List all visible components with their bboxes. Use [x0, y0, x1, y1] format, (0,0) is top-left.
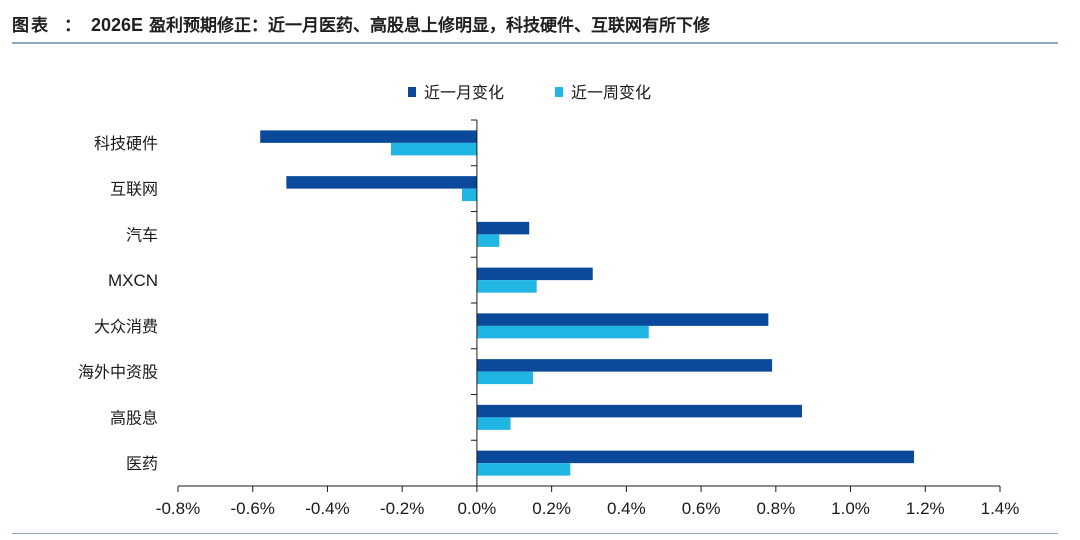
- caption-prefix: 图表: [12, 16, 50, 36]
- bar-week-4: [476, 325, 649, 339]
- bar-week-5: [476, 371, 533, 385]
- chart-bars: [260, 130, 915, 476]
- category-label-6: 高股息: [110, 408, 158, 427]
- legend-label-month: 近一月变化: [424, 83, 504, 102]
- bar-week-2: [476, 234, 500, 247]
- x-tick-label-11: 1.4%: [981, 499, 1020, 518]
- x-tick-label-5: 0.2%: [532, 499, 571, 518]
- bar-month-5: [476, 359, 773, 372]
- bar-week-3: [476, 280, 537, 293]
- bar-month-7: [476, 450, 915, 464]
- bar-week-7: [476, 463, 571, 476]
- x-tick-label-3: -0.2%: [380, 499, 424, 518]
- bar-week-6: [476, 417, 511, 430]
- bar-month-3: [476, 267, 593, 281]
- category-label-7: 医药: [126, 454, 158, 473]
- legend-swatch-week: [555, 87, 563, 97]
- bar-month-0: [260, 130, 477, 143]
- category-label-4: 大众消费: [94, 317, 158, 336]
- x-tick-label-7: 0.6%: [682, 499, 721, 518]
- legend-swatch-month: [408, 87, 416, 97]
- bar-month-6: [476, 404, 802, 418]
- x-tick-label-10: 1.2%: [906, 499, 945, 518]
- category-label-1: 互联网: [110, 180, 158, 199]
- chart-legend: 近一月变化 近一周变化: [408, 83, 651, 102]
- x-tick-label-6: 0.4%: [607, 499, 646, 518]
- x-tick-label-2: -0.4%: [305, 499, 349, 518]
- chart-caption: 图表 ： 2026E 盈利预期修正：近一月医药、高股息上修明显，科技硬件、互联网有所下…: [12, 10, 1068, 40]
- bar-month-2: [476, 221, 530, 235]
- category-label-5: 海外中资股: [78, 363, 158, 382]
- bar-month-1: [286, 176, 477, 189]
- y-axis: [470, 119, 478, 487]
- x-axis: -0.8% -0.6% -0.4% -0.2% 0.0% 0.2% 0.4% 0.6% 0.8%…: [156, 485, 1020, 518]
- category-label-2: 汽车: [126, 225, 158, 244]
- category-label-3: MXCN: [108, 271, 158, 290]
- x-tick-label-8: 0.8%: [756, 499, 795, 518]
- legend-label-week: 近一周变化: [571, 83, 651, 102]
- bar-month-4: [476, 313, 769, 326]
- caption-text: 盈利预期修正：近一月医药、高股息上修明显，科技硬件、互联网有所下修: [149, 16, 711, 36]
- bottom-rule: [12, 533, 1058, 534]
- x-tick-label-4: 0.0%: [458, 499, 497, 518]
- caption-rule: [12, 42, 1058, 44]
- x-tick-label-9: 1.0%: [831, 499, 870, 518]
- caption-separator: ：: [64, 16, 81, 36]
- bar-week-0: [390, 142, 477, 156]
- x-tick-label-1: -0.6%: [231, 499, 275, 518]
- bar-week-1: [461, 188, 477, 202]
- category-label-0: 科技硬件: [94, 134, 158, 153]
- x-tick-label-0: -0.8%: [156, 499, 200, 518]
- caption-year: 2026E: [91, 15, 144, 35]
